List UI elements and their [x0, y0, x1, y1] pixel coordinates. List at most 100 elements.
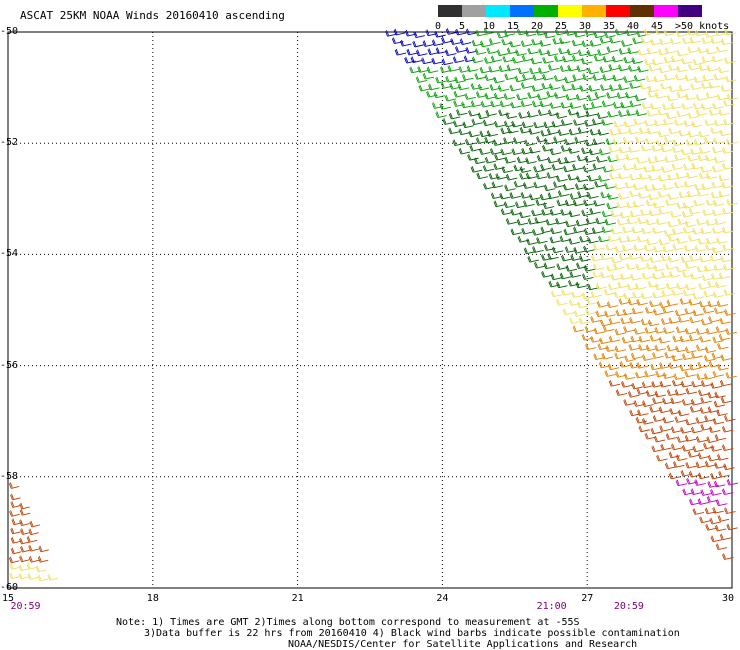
wind-barb — [513, 164, 525, 172]
wind-barb — [581, 209, 593, 217]
wind-barb — [652, 291, 664, 299]
wind-barb — [417, 66, 429, 73]
wind-barb — [503, 93, 516, 100]
wind-barb — [604, 182, 616, 190]
wind-barb — [709, 254, 722, 262]
wind-barb — [713, 156, 726, 164]
wind-barb — [479, 66, 492, 74]
wind-barb — [695, 435, 708, 443]
wind-barb — [633, 328, 646, 335]
wind-barb — [711, 55, 724, 63]
wind-barb — [689, 406, 702, 413]
legend-label: 0 — [435, 21, 441, 32]
wind-barb — [621, 336, 634, 344]
wind-barb — [684, 346, 697, 354]
wind-barb — [721, 488, 734, 495]
wind-barb — [545, 218, 558, 226]
wind-barb — [484, 156, 497, 164]
wind-barb — [590, 290, 603, 298]
wind-barb — [20, 545, 31, 553]
wind-barb — [655, 218, 668, 226]
wind-barb — [536, 154, 549, 162]
y-tick-label: -54 — [0, 248, 19, 260]
wind-barb — [689, 316, 701, 324]
wind-barb — [625, 29, 638, 37]
wind-barb — [555, 299, 568, 306]
wind-barb — [532, 229, 544, 236]
wind-barb — [562, 55, 574, 63]
wind-barb — [644, 327, 657, 334]
wind-barb — [666, 94, 679, 102]
wind-barb — [515, 49, 527, 57]
legend-swatch — [678, 5, 702, 17]
wind-barb — [464, 93, 476, 100]
legend-swatch — [510, 5, 534, 17]
wind-barb — [690, 83, 702, 91]
wind-barb — [647, 319, 660, 327]
wind-barb — [585, 217, 598, 225]
wind-barb — [592, 243, 605, 251]
wind-barb — [692, 292, 705, 300]
wind-barb — [638, 335, 651, 343]
wind-barb — [626, 109, 638, 116]
wind-barb — [557, 157, 569, 165]
x-tick-label: 27 — [581, 593, 594, 604]
wind-barb — [553, 74, 566, 82]
wind-barb — [684, 307, 696, 315]
wind-barb — [665, 282, 678, 290]
wind-barb — [599, 36, 612, 44]
wind-barb — [528, 128, 540, 135]
wind-barb — [708, 81, 720, 89]
wind-barb — [687, 451, 700, 458]
wind-barb — [651, 445, 663, 453]
wind-barb — [676, 202, 688, 209]
wind-barb — [713, 480, 726, 488]
wind-barb — [455, 28, 467, 36]
x-tick-label: 15 — [2, 593, 15, 604]
wind-barb — [645, 344, 658, 352]
wind-barb — [609, 172, 621, 180]
wind-barb — [598, 235, 610, 243]
wind-barb — [669, 271, 681, 278]
wind-barb — [484, 136, 496, 144]
wind-barb — [664, 351, 676, 359]
wind-barb — [686, 29, 699, 36]
wind-barb — [714, 218, 726, 225]
wind-barb — [499, 100, 512, 108]
wind-barb — [498, 109, 510, 116]
wind-barb — [572, 74, 584, 81]
wind-barb — [667, 173, 679, 181]
wind-barb — [715, 326, 728, 333]
wind-barb — [565, 93, 577, 101]
wind-barb — [606, 193, 619, 200]
wind-barb — [412, 40, 424, 48]
wind-barb — [704, 415, 716, 422]
wind-barb — [8, 482, 20, 489]
wind-barb — [628, 146, 640, 153]
wind-barb — [650, 363, 662, 371]
wind-barb — [476, 172, 488, 180]
wind-barb — [667, 193, 679, 200]
wind-barb — [618, 83, 630, 91]
wind-barb — [724, 507, 736, 515]
wind-barb — [569, 102, 582, 109]
wind-barb — [504, 156, 516, 164]
wind-barb — [725, 371, 737, 379]
wind-barb — [10, 501, 21, 508]
wind-barb — [673, 373, 685, 380]
wind-barb — [641, 272, 654, 280]
wind-barb — [568, 147, 580, 154]
wind-barb — [719, 317, 731, 325]
wind-barb — [710, 489, 722, 496]
wind-barb — [643, 28, 656, 36]
wind-barb — [675, 172, 688, 179]
wind-barb — [726, 523, 738, 531]
wind-barb — [664, 462, 677, 470]
wind-barb — [711, 181, 724, 189]
wind-barb — [694, 479, 706, 486]
wind-barb — [385, 30, 397, 37]
wind-barb — [621, 40, 633, 47]
wind-barb — [652, 415, 665, 422]
wind-barb — [639, 255, 652, 262]
legend-swatch — [534, 5, 558, 17]
